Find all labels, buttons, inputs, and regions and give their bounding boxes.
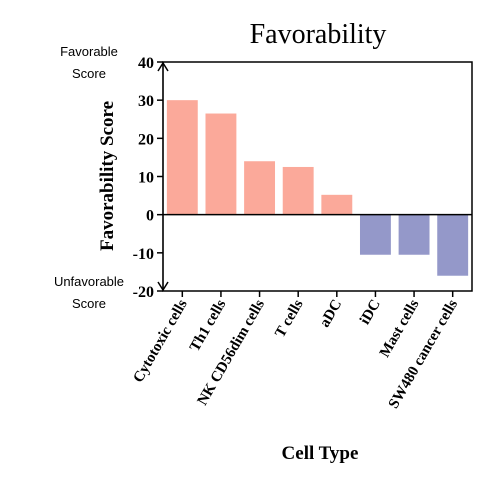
x-tick-label: aDC — [317, 297, 345, 330]
bar-adc — [321, 195, 352, 215]
bar-t-cells — [283, 167, 314, 215]
x-tick-label: iDC — [357, 297, 384, 327]
unfavorable-annotation-line-2: Score — [72, 296, 106, 311]
x-tick-label: Cytotoxic cells — [130, 297, 190, 386]
favorable-annotation-line-1: Favorable — [60, 44, 118, 59]
unfavorable-annotation-line-1: Unfavorable — [54, 274, 124, 289]
chart-title: Favorability — [250, 19, 387, 50]
bar-th1-cells — [205, 114, 236, 215]
bar-mast-cells — [399, 215, 430, 255]
y-tick-label: 40 — [138, 55, 154, 72]
bars-layer — [167, 100, 468, 276]
y-tick-label: -20 — [133, 284, 154, 301]
y-axis: -20 -10 0 10 20 30 40 — [133, 55, 163, 301]
y-tick-label: 10 — [138, 170, 154, 187]
favorable-annotation-line-2: Score — [72, 66, 106, 81]
y-axis-label: Favorability Score — [97, 101, 118, 251]
x-tick-label: T cells — [272, 297, 306, 341]
bar-cytotoxic-cells — [167, 100, 198, 214]
y-tick-label: 30 — [138, 93, 154, 110]
bar-nk-cd56dim-cells — [244, 161, 275, 214]
x-tick-label: Th1 cells — [187, 297, 229, 355]
x-axis-label: Cell Type — [282, 443, 359, 464]
y-tick-label: 0 — [146, 208, 154, 225]
y-tick-label: 20 — [138, 131, 154, 148]
y-tick-label: -10 — [133, 246, 154, 263]
x-tick-label: SW480 cancer cells — [386, 297, 461, 412]
unfavorable-annotation: Unfavorable Score — [54, 274, 124, 311]
favorable-annotation: Favorable Score — [60, 44, 118, 81]
bar-sw480-cancer-cells — [437, 215, 468, 276]
bar-idc — [360, 215, 391, 255]
